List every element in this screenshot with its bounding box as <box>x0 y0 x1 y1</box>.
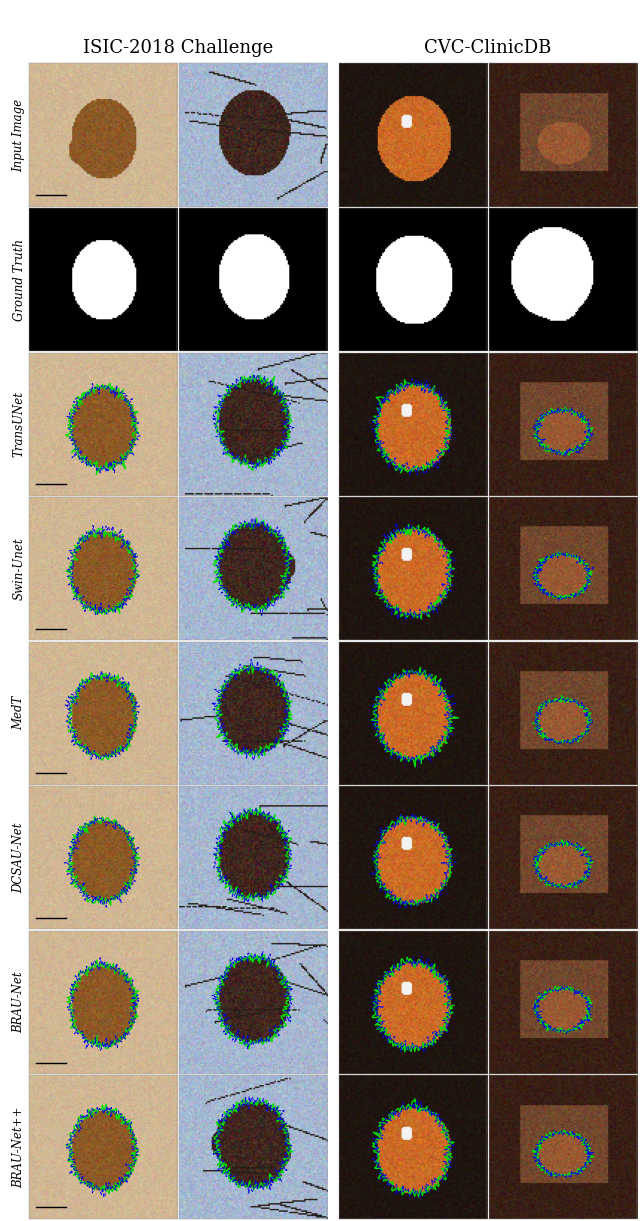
Text: TransUNet: TransUNet <box>13 391 26 457</box>
Text: Ground Truth: Ground Truth <box>13 238 26 321</box>
Text: CVC-ClinicDB: CVC-ClinicDB <box>424 39 552 57</box>
Text: Input Image: Input Image <box>13 99 26 172</box>
Text: DCSAU-Net: DCSAU-Net <box>13 823 26 893</box>
Text: BRAU-Net++: BRAU-Net++ <box>13 1106 26 1188</box>
Text: MedT: MedT <box>13 696 26 730</box>
Text: BRAU-Net: BRAU-Net <box>13 972 26 1033</box>
Text: Swin-Unet: Swin-Unet <box>13 537 26 600</box>
Text: ISIC-2018 Challenge: ISIC-2018 Challenge <box>83 39 273 57</box>
